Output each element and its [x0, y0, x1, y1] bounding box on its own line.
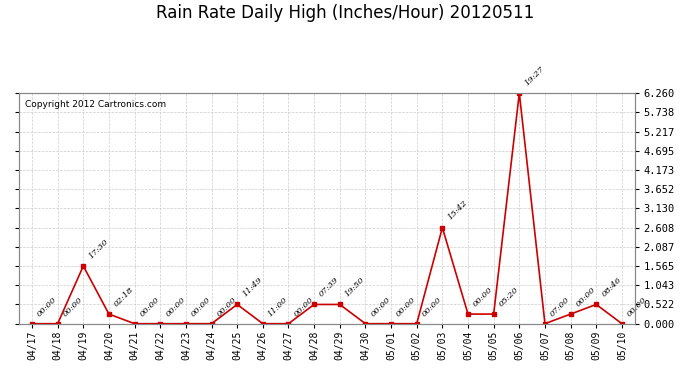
Text: 00:00: 00:00	[190, 295, 213, 318]
Text: 05:20: 05:20	[497, 285, 520, 308]
Text: 00:00: 00:00	[626, 295, 649, 318]
Text: 00:00: 00:00	[36, 295, 59, 318]
Text: 00:00: 00:00	[293, 295, 315, 318]
Text: 07:00: 07:00	[549, 295, 572, 318]
Text: 11:00: 11:00	[266, 295, 290, 318]
Text: Copyright 2012 Cartronics.com: Copyright 2012 Cartronics.com	[26, 100, 166, 109]
Text: 00:00: 00:00	[421, 295, 444, 318]
Text: 19:50: 19:50	[344, 276, 366, 299]
Text: 15:42: 15:42	[446, 199, 469, 222]
Text: 02:18: 02:18	[112, 285, 136, 308]
Text: 00:00: 00:00	[395, 295, 418, 318]
Text: Rain Rate Daily High (Inches/Hour) 20120511: Rain Rate Daily High (Inches/Hour) 20120…	[156, 4, 534, 22]
Text: 00:00: 00:00	[369, 295, 392, 318]
Text: 00:00: 00:00	[139, 295, 161, 318]
Text: 00:00: 00:00	[215, 295, 238, 318]
Text: 07:39: 07:39	[318, 276, 341, 299]
Text: 00:00: 00:00	[575, 285, 598, 308]
Text: 19:27: 19:27	[523, 64, 546, 87]
Text: 00:00: 00:00	[61, 295, 84, 318]
Text: 00:00: 00:00	[472, 285, 495, 308]
Text: 08:46: 08:46	[600, 276, 623, 299]
Text: 11:49: 11:49	[241, 276, 264, 299]
Text: 17:30: 17:30	[87, 237, 110, 260]
Text: 00:00: 00:00	[164, 295, 187, 318]
